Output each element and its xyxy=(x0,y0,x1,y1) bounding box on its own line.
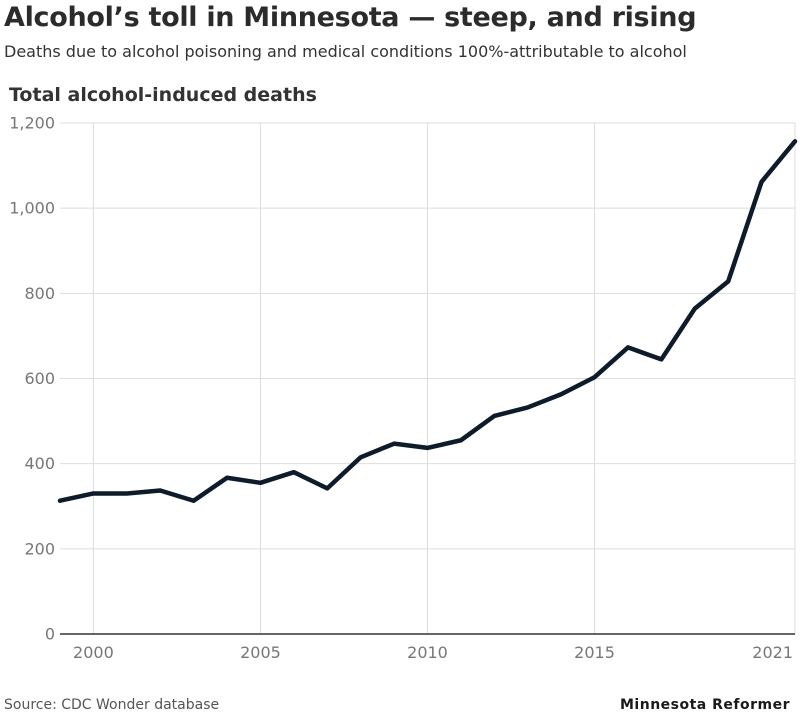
chart-label: Total alcohol-induced deaths xyxy=(9,84,317,106)
x-tick-label: 2015 xyxy=(574,643,615,662)
y-tick-label: 1,200 xyxy=(9,114,55,133)
tick-labels: 0 200 400 600 800 1,000 1,200 2000 2005 2010 2015 2… xyxy=(9,114,793,663)
y-tick-label: 0 xyxy=(45,625,55,644)
y-tick-label: 600 xyxy=(24,369,55,388)
publisher-logo: Minnesota Reformer xyxy=(620,697,790,713)
chart-title: Alcohol’s toll in Minnesota — steep, and… xyxy=(4,2,697,33)
series-layer xyxy=(57,139,798,503)
x-tick-label: 2000 xyxy=(73,643,114,662)
chart-subtitle: Deaths due to alcohol poisoning and medi… xyxy=(4,42,687,61)
y-tick-label: 1,000 xyxy=(9,199,55,218)
x-tick-label: 2010 xyxy=(407,643,448,662)
series-line xyxy=(57,139,798,503)
y-tick-label: 800 xyxy=(24,284,55,303)
x-tick-label: 2005 xyxy=(240,643,281,662)
gridlines xyxy=(60,122,796,634)
x-tick-label: 2021 xyxy=(752,643,793,662)
y-tick-label: 200 xyxy=(24,539,55,558)
source-note: Source: CDC Wonder database xyxy=(4,697,220,713)
y-tick-label: 400 xyxy=(24,454,55,473)
